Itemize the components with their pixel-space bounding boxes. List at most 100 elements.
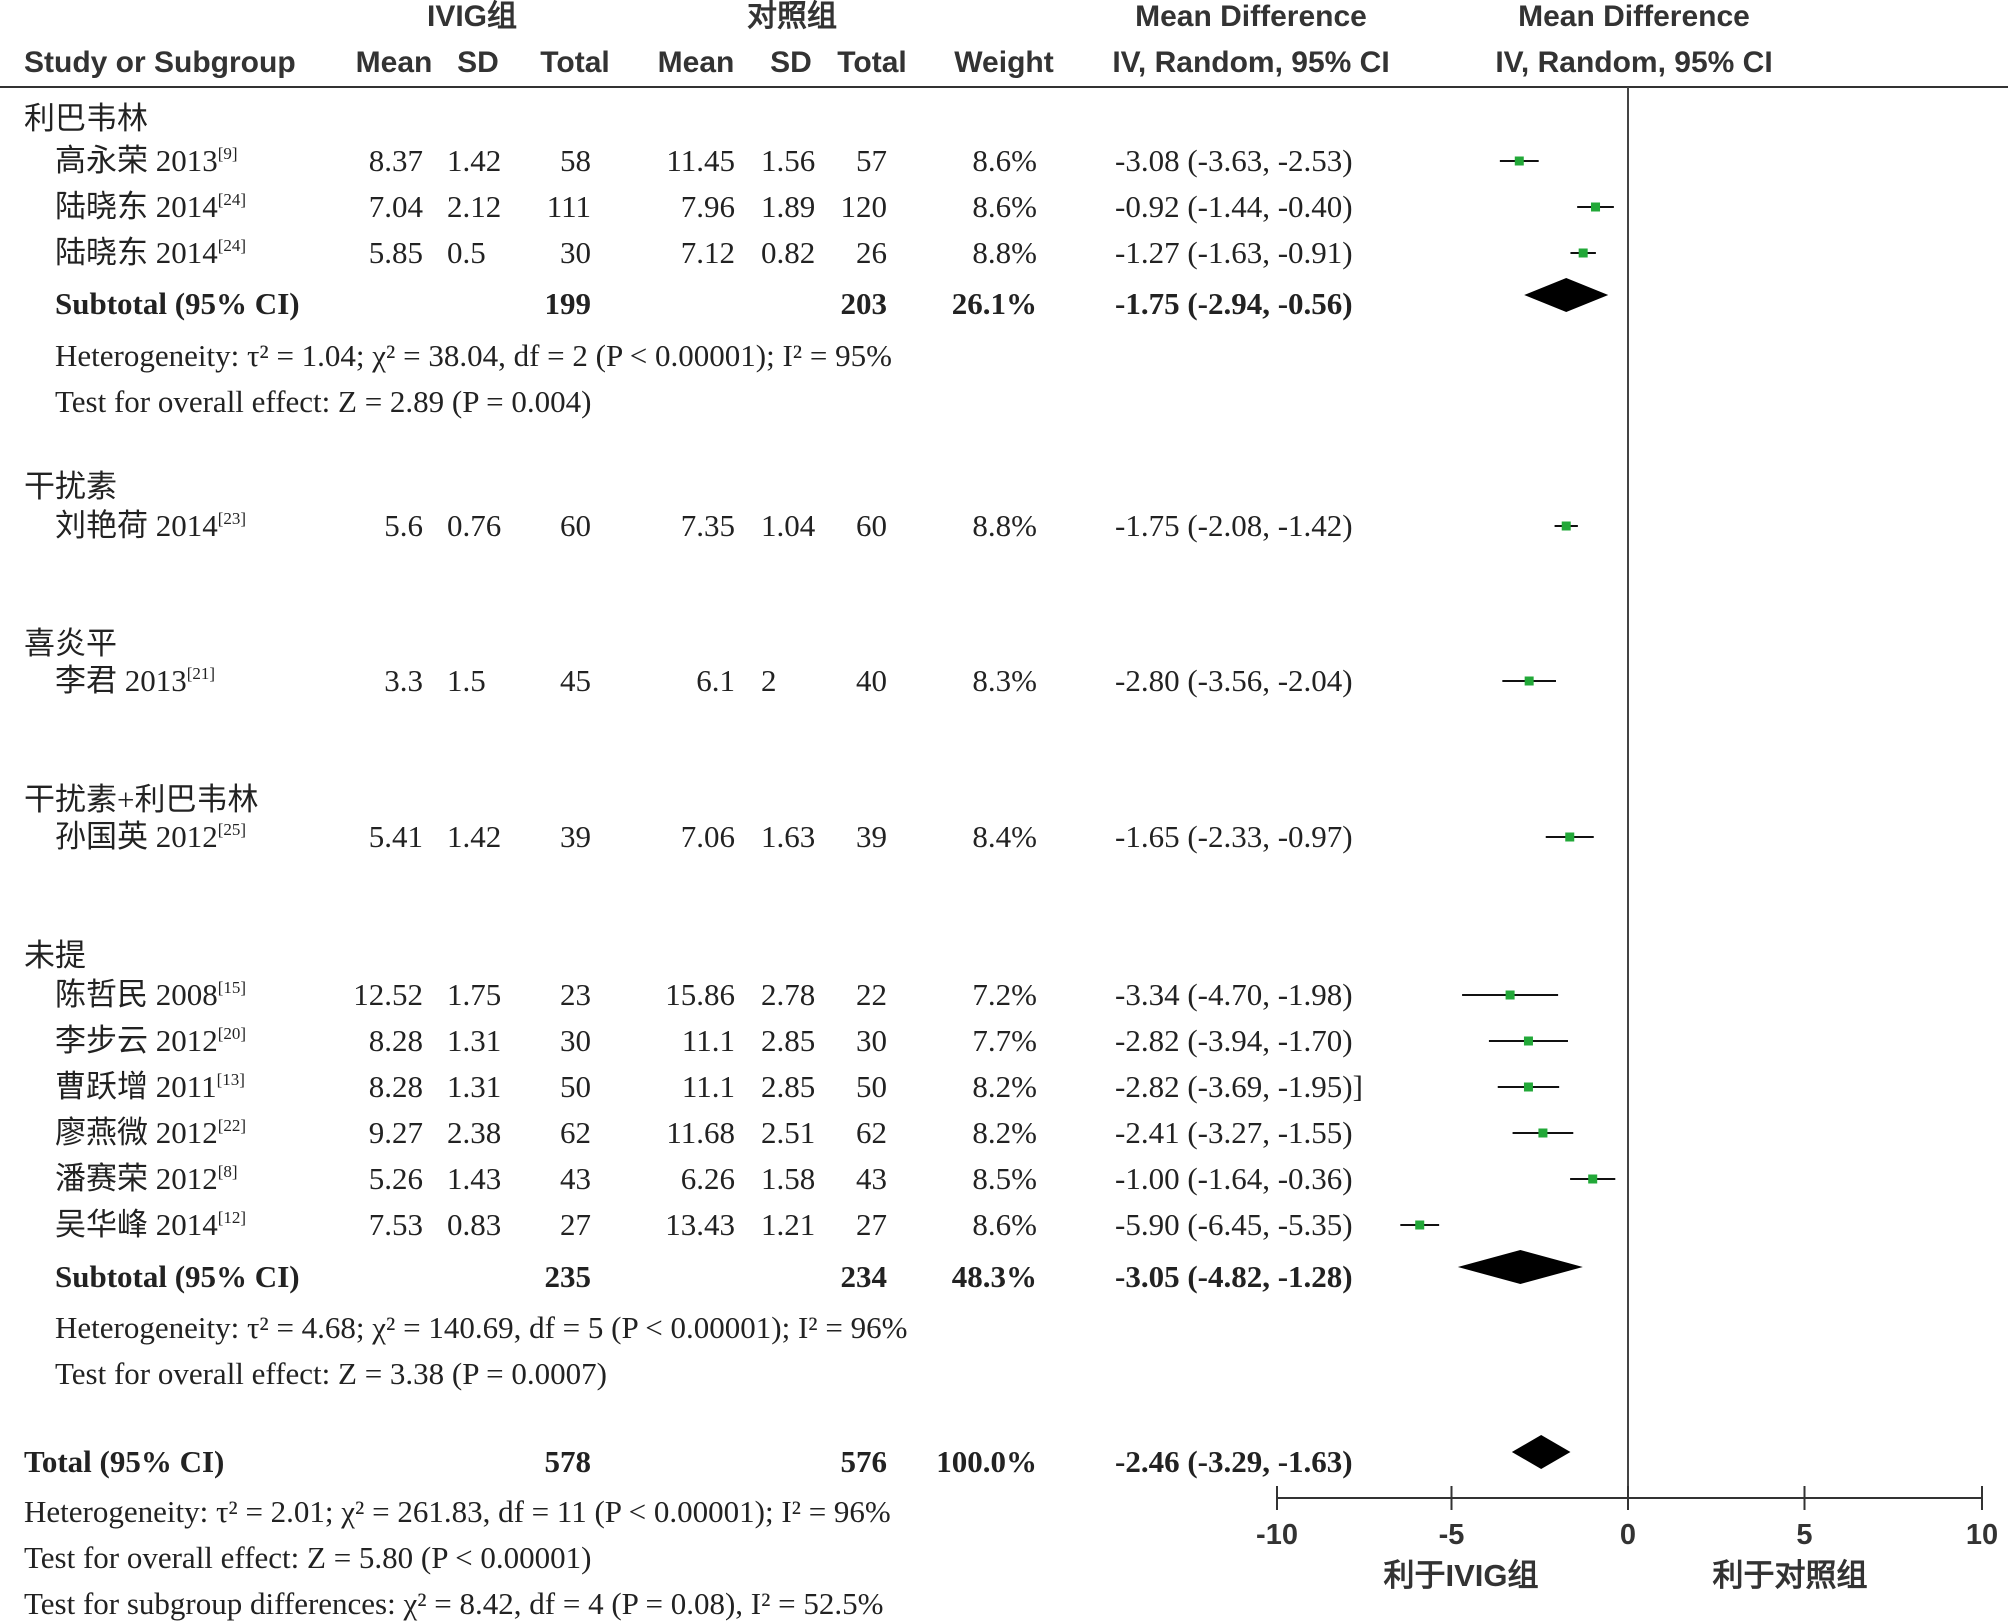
sd-exp: 1.42 <box>447 819 501 854</box>
heterogeneity-text: Heterogeneity: τ² = 4.68; χ² = 140.69, d… <box>55 1310 907 1345</box>
subgroup-title: 干扰素+利巴韦林 <box>24 782 258 817</box>
ci-text: -5.90 (-6.45, -5.35) <box>1115 1207 1353 1242</box>
weight: 8.6% <box>972 143 1037 178</box>
total-exp: 39 <box>560 819 591 854</box>
total-exp: 30 <box>560 235 591 270</box>
mean-exp: 9.27 <box>369 1115 423 1150</box>
study-row: 李君 2013[21] 3.3 1.5 45 6.1 2 40 8.3% -2.80 (-3.5… <box>55 663 1556 698</box>
subtotal-ci-text: -3.05 (-4.82, -1.28) <box>1115 1259 1353 1294</box>
weight: 8.6% <box>972 1207 1037 1242</box>
total-exp: 50 <box>560 1069 591 1104</box>
sd-exp: 0.5 <box>447 235 486 270</box>
ci-text: -0.92 (-1.44, -0.40) <box>1115 189 1353 224</box>
total-weight: 100.0% <box>936 1444 1037 1479</box>
point-estimate <box>1523 1082 1533 1092</box>
ci-text: -2.80 (-3.56, -2.04) <box>1115 663 1353 698</box>
study-row: 陆晓东 2014[24] 7.04 2.12 111 7.96 1.89 120 8.6% -0… <box>55 189 1614 224</box>
mean-exp: 5.26 <box>369 1161 423 1196</box>
sd-ctl: 2 <box>761 663 777 698</box>
study-ref: [8] <box>218 1162 238 1181</box>
total-ctl: 39 <box>856 819 887 854</box>
study-ref: [24] <box>218 236 246 255</box>
total-ctl: 22 <box>856 977 887 1012</box>
header-total-exp: Total <box>540 46 609 79</box>
study-ref: [9] <box>218 144 238 163</box>
study-row: 陆晓东 2014[24] 5.85 0.5 30 7.12 0.82 26 8.8% -1.27… <box>55 235 1596 270</box>
overall-effect-text: Test for overall effect: Z = 3.38 (P = 0… <box>55 1356 607 1391</box>
sd-ctl: 1.63 <box>761 819 815 854</box>
header-sd-ctl: SD <box>770 46 812 79</box>
subgroup-title: 未提 <box>24 938 86 973</box>
study-name: 潘赛荣 2012[8] <box>55 1161 238 1196</box>
total-ctl: 50 <box>856 1069 887 1104</box>
total-diamond <box>1511 1435 1571 1469</box>
study-ref: [20] <box>218 1024 246 1043</box>
mean-exp: 7.53 <box>369 1207 423 1242</box>
study-row: 潘赛荣 2012[8] 5.26 1.43 43 6.26 1.58 43 8.5% -1.00… <box>55 1161 1616 1196</box>
study-name-text: 曹跃增 2011 <box>55 1069 217 1104</box>
total-ctl: 62 <box>856 1115 887 1150</box>
ci-text: -1.00 (-1.64, -0.36) <box>1115 1161 1353 1196</box>
sd-exp: 2.38 <box>447 1115 501 1150</box>
study-row: 孙国英 2012[25] 5.41 1.42 39 7.06 1.63 39 8.4% -1.6… <box>55 819 1594 854</box>
mean-ctl: 6.1 <box>696 663 735 698</box>
mean-ctl: 7.35 <box>681 508 735 543</box>
mean-exp: 3.3 <box>384 663 423 698</box>
point-estimate <box>1588 1174 1598 1184</box>
total-exp: 45 <box>560 663 591 698</box>
point-estimate <box>1565 832 1575 842</box>
header-group-ctl: 对照组 <box>747 0 837 33</box>
point-estimate <box>1578 248 1588 258</box>
study-name-text: 潘赛荣 2012 <box>55 1161 218 1196</box>
mean-exp: 5.85 <box>369 235 423 270</box>
x-tick-label: -10 <box>1256 1519 1298 1551</box>
study-name-text: 李君 2013 <box>55 663 187 698</box>
total-exp: 60 <box>560 508 591 543</box>
ci-text: -1.27 (-1.63, -0.91) <box>1115 235 1353 270</box>
total-ctl: 30 <box>856 1023 887 1058</box>
mean-exp: 12.52 <box>353 977 423 1012</box>
header-weight: Weight <box>954 46 1053 79</box>
mean-exp: 8.28 <box>369 1069 423 1104</box>
weight: 7.7% <box>972 1023 1037 1058</box>
study-ref: [12] <box>218 1208 246 1227</box>
subtotal-total-ctl: 203 <box>841 286 888 321</box>
total-exp: 62 <box>560 1115 591 1150</box>
point-estimate <box>1524 676 1534 686</box>
ci-text: -2.82 (-3.69, -1.95)] <box>1115 1069 1363 1104</box>
subtotal-label: Subtotal (95% CI) <box>55 1259 300 1294</box>
sd-exp: 1.31 <box>447 1069 501 1104</box>
total-exp: 30 <box>560 1023 591 1058</box>
total-ctl: 26 <box>856 235 887 270</box>
total-ctl: 60 <box>856 508 887 543</box>
weight: 8.3% <box>972 663 1037 698</box>
sd-exp: 0.83 <box>447 1207 501 1242</box>
study-row: 李步云 2012[20] 8.28 1.31 30 11.1 2.85 30 7.7% -2.8… <box>55 1023 1568 1058</box>
total-total-ctl: 576 <box>841 1444 888 1479</box>
study-name: 廖燕微 2012[22] <box>55 1115 246 1150</box>
study-row: 陈哲民 2008[15] 12.52 1.75 23 15.86 2.78 22 7.2% -3… <box>55 977 1559 1012</box>
total-exp: 111 <box>547 189 591 224</box>
total-total-exp: 578 <box>545 1444 592 1479</box>
study-name: 孙国英 2012[25] <box>55 819 246 854</box>
total-ci-text: -2.46 (-3.29, -1.63) <box>1115 1444 1353 1479</box>
ci-text: -1.75 (-2.08, -1.42) <box>1115 508 1353 543</box>
study-name-text: 孙国英 2012 <box>55 819 218 854</box>
total-exp: 43 <box>560 1161 591 1196</box>
mean-ctl: 6.26 <box>681 1161 735 1196</box>
study-name: 李步云 2012[20] <box>55 1023 246 1058</box>
sd-ctl: 2.78 <box>761 977 815 1012</box>
total-exp: 58 <box>560 143 591 178</box>
header-total-ctl: Total <box>837 46 906 79</box>
sd-exp: 1.42 <box>447 143 501 178</box>
sd-ctl: 1.21 <box>761 1207 815 1242</box>
study-name: 曹跃增 2011[13] <box>55 1069 245 1104</box>
point-estimate <box>1538 1128 1548 1138</box>
mean-ctl: 11.1 <box>682 1023 735 1058</box>
total-heterogeneity-text: Heterogeneity: τ² = 2.01; χ² = 261.83, d… <box>24 1494 891 1529</box>
ci-text: -3.34 (-4.70, -1.98) <box>1115 977 1353 1012</box>
header-group-exp: IVIG组 <box>427 0 517 33</box>
weight: 8.2% <box>972 1069 1037 1104</box>
mean-ctl: 7.06 <box>681 819 735 854</box>
study-name: 高永荣 2013[9] <box>55 143 238 178</box>
